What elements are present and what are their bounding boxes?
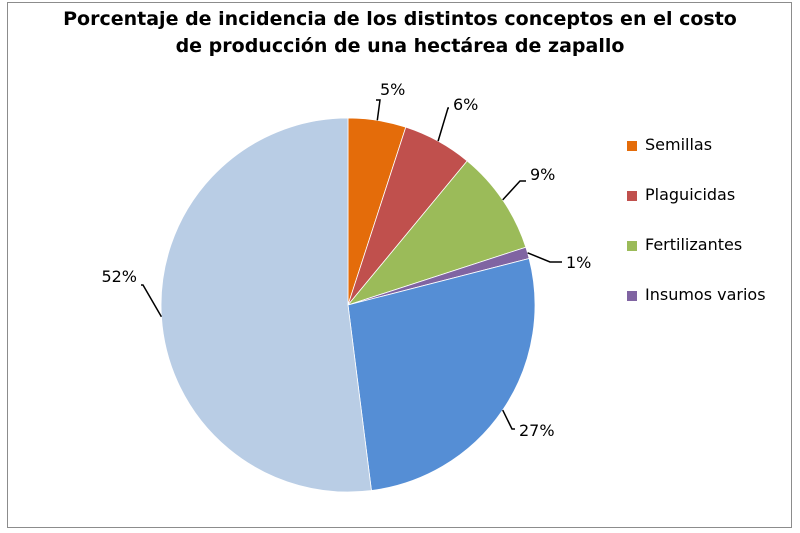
leader-line bbox=[437, 107, 449, 142]
leader-line bbox=[376, 99, 381, 121]
pie-slice-slice-6 bbox=[160, 117, 372, 493]
data-label: 6% bbox=[453, 95, 478, 114]
legend-swatch bbox=[627, 241, 637, 251]
data-label: 9% bbox=[530, 165, 555, 184]
leader-line bbox=[502, 180, 526, 201]
data-label: 27% bbox=[519, 421, 555, 440]
data-label: 52% bbox=[101, 267, 137, 286]
pie-slice-slice-5 bbox=[347, 258, 536, 491]
data-label: 1% bbox=[566, 253, 591, 272]
legend-swatch bbox=[627, 191, 637, 201]
leader-lines bbox=[141, 99, 562, 430]
legend-label: Plaguicidas bbox=[645, 185, 736, 204]
leader-line bbox=[527, 252, 562, 263]
data-label: 5% bbox=[380, 80, 405, 99]
leader-line bbox=[141, 284, 163, 318]
pie-slices bbox=[160, 117, 536, 493]
legend-swatch bbox=[627, 291, 637, 301]
data-labels: 5% 6% 9% 1% 27% 52% bbox=[101, 80, 591, 440]
legend-label: Semillas bbox=[645, 135, 713, 154]
chart-title-line-1: Porcentaje de incidencia de los distinto… bbox=[63, 8, 737, 30]
pie-slice-fertilizantes bbox=[346, 160, 527, 306]
leader-line bbox=[502, 409, 515, 430]
chart-title-line-2: de producción de una hectárea de zapallo bbox=[175, 35, 625, 57]
legend-swatch bbox=[627, 141, 637, 151]
legend-label: Fertilizantes bbox=[645, 235, 743, 254]
legend-label: Insumos varios bbox=[645, 285, 766, 304]
chart-title: Porcentaje de incidencia de los distinto… bbox=[0, 6, 800, 60]
